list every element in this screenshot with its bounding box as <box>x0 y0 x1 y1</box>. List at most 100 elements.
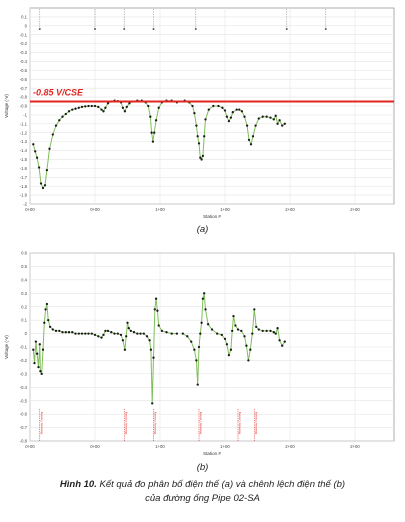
data-point <box>90 104 93 108</box>
data-point <box>102 110 105 113</box>
data-point <box>139 332 142 335</box>
potential-difference-chart-b: 0.6 0.5 0.4 0.3 0.2 0.1 0 -0.1 -0.2 -0.3 -0.4 -0.5 -… <box>4 251 395 456</box>
data-point <box>64 331 67 334</box>
waterway-crossing-label: Waterway Crossing <box>153 411 157 434</box>
data-point <box>34 150 37 153</box>
waterway-crossing-label: Waterway Crossing <box>39 411 43 434</box>
y-tick-label: -1.7 <box>20 175 28 180</box>
data-point <box>48 147 51 150</box>
data-point <box>39 182 43 185</box>
figure-label: Hình 10. <box>59 479 97 490</box>
y-tick-label: -1.9 <box>20 193 28 198</box>
data-point <box>104 329 107 333</box>
data-point <box>153 131 156 134</box>
data-point <box>240 329 243 333</box>
y-tick-label: -2 <box>23 202 27 207</box>
data-point <box>126 321 129 324</box>
data-point <box>43 184 47 187</box>
data-point <box>272 331 275 334</box>
data-point <box>206 323 210 326</box>
data-point <box>238 108 241 111</box>
data-point <box>200 321 203 324</box>
data-point <box>41 186 45 190</box>
y-tick-label: -1 <box>23 113 27 118</box>
y-tick-label: 0.5 <box>21 264 27 269</box>
data-point <box>157 106 160 109</box>
data-point <box>234 324 237 327</box>
data-point <box>67 331 71 334</box>
y-tick-label: 0.4 <box>21 277 27 282</box>
x-tick-label: 2+00 <box>350 207 360 212</box>
data-point <box>77 332 80 335</box>
data-point <box>257 328 260 331</box>
data-point <box>203 135 206 138</box>
data-point <box>247 359 250 362</box>
data-point <box>278 119 281 122</box>
data-point <box>210 328 214 331</box>
data-point <box>41 348 45 351</box>
station-marker-dot <box>194 28 197 30</box>
data-point <box>223 337 227 341</box>
y-tick-label: -1.3 <box>20 139 28 144</box>
y-tick-label: -0.6 <box>20 412 28 417</box>
station-marker-dot <box>123 28 126 30</box>
data-point <box>119 333 123 337</box>
panel-label-a: (a) <box>196 224 209 235</box>
data-point <box>195 124 198 127</box>
data-point <box>123 110 127 113</box>
x-tick-label: 2+00 <box>285 444 295 449</box>
x-tick-label: 0+00 <box>90 444 100 449</box>
y-tick-label: 0.3 <box>21 291 27 296</box>
data-point <box>249 143 253 146</box>
data-point <box>100 108 103 111</box>
figure-caption: Hình 10. Kết quả đo phân bố điện thế (a)… <box>0 479 405 490</box>
x-tick-label: 1+00 <box>155 207 165 212</box>
waterway-crossing-label: Waterway Crossing <box>238 411 242 434</box>
data-point <box>80 332 84 335</box>
data-point <box>121 106 125 109</box>
data-point <box>261 115 264 118</box>
data-point <box>97 105 100 109</box>
data-point <box>245 344 248 347</box>
y-tick-label: 0.1 <box>21 318 27 323</box>
data-point <box>151 402 154 405</box>
data-point <box>58 119 61 122</box>
y-tick-label: -0.7 <box>20 425 28 430</box>
data-point <box>276 327 279 330</box>
x-tick-label: 0+00 <box>90 207 100 212</box>
data-point <box>54 329 58 333</box>
data-point <box>64 112 67 116</box>
y-tick-label: -1.4 <box>20 148 28 153</box>
data-point <box>74 107 77 110</box>
data-point <box>276 122 279 125</box>
station-marker-dot <box>152 28 155 30</box>
data-point <box>48 325 52 329</box>
data-point <box>142 332 145 335</box>
y-axis-label: Voltage (-V) <box>4 94 9 118</box>
x-axis-label: Station # <box>203 451 221 456</box>
x-tick-label: 1+00 <box>220 207 230 212</box>
data-point <box>261 329 264 333</box>
data-point <box>193 348 196 351</box>
data-point <box>247 138 251 142</box>
data-point <box>281 124 284 127</box>
data-point <box>204 118 207 121</box>
data-point <box>54 124 58 127</box>
data-point <box>225 115 229 118</box>
data-point <box>254 124 257 127</box>
data-point <box>249 348 252 351</box>
data-point <box>67 110 71 113</box>
data-point <box>33 361 36 365</box>
data-point <box>37 365 40 369</box>
data-point <box>35 352 39 355</box>
data-point <box>157 324 160 327</box>
x-tick-label: 1+00 <box>155 444 165 449</box>
data-point <box>128 102 131 105</box>
y-tick-label: -1.6 <box>20 166 28 171</box>
data-point <box>175 332 179 335</box>
data-point <box>45 168 49 172</box>
data-point <box>84 105 87 108</box>
x-tick-label: 2+00 <box>285 207 295 212</box>
data-point <box>153 308 156 311</box>
data-point <box>245 124 249 127</box>
